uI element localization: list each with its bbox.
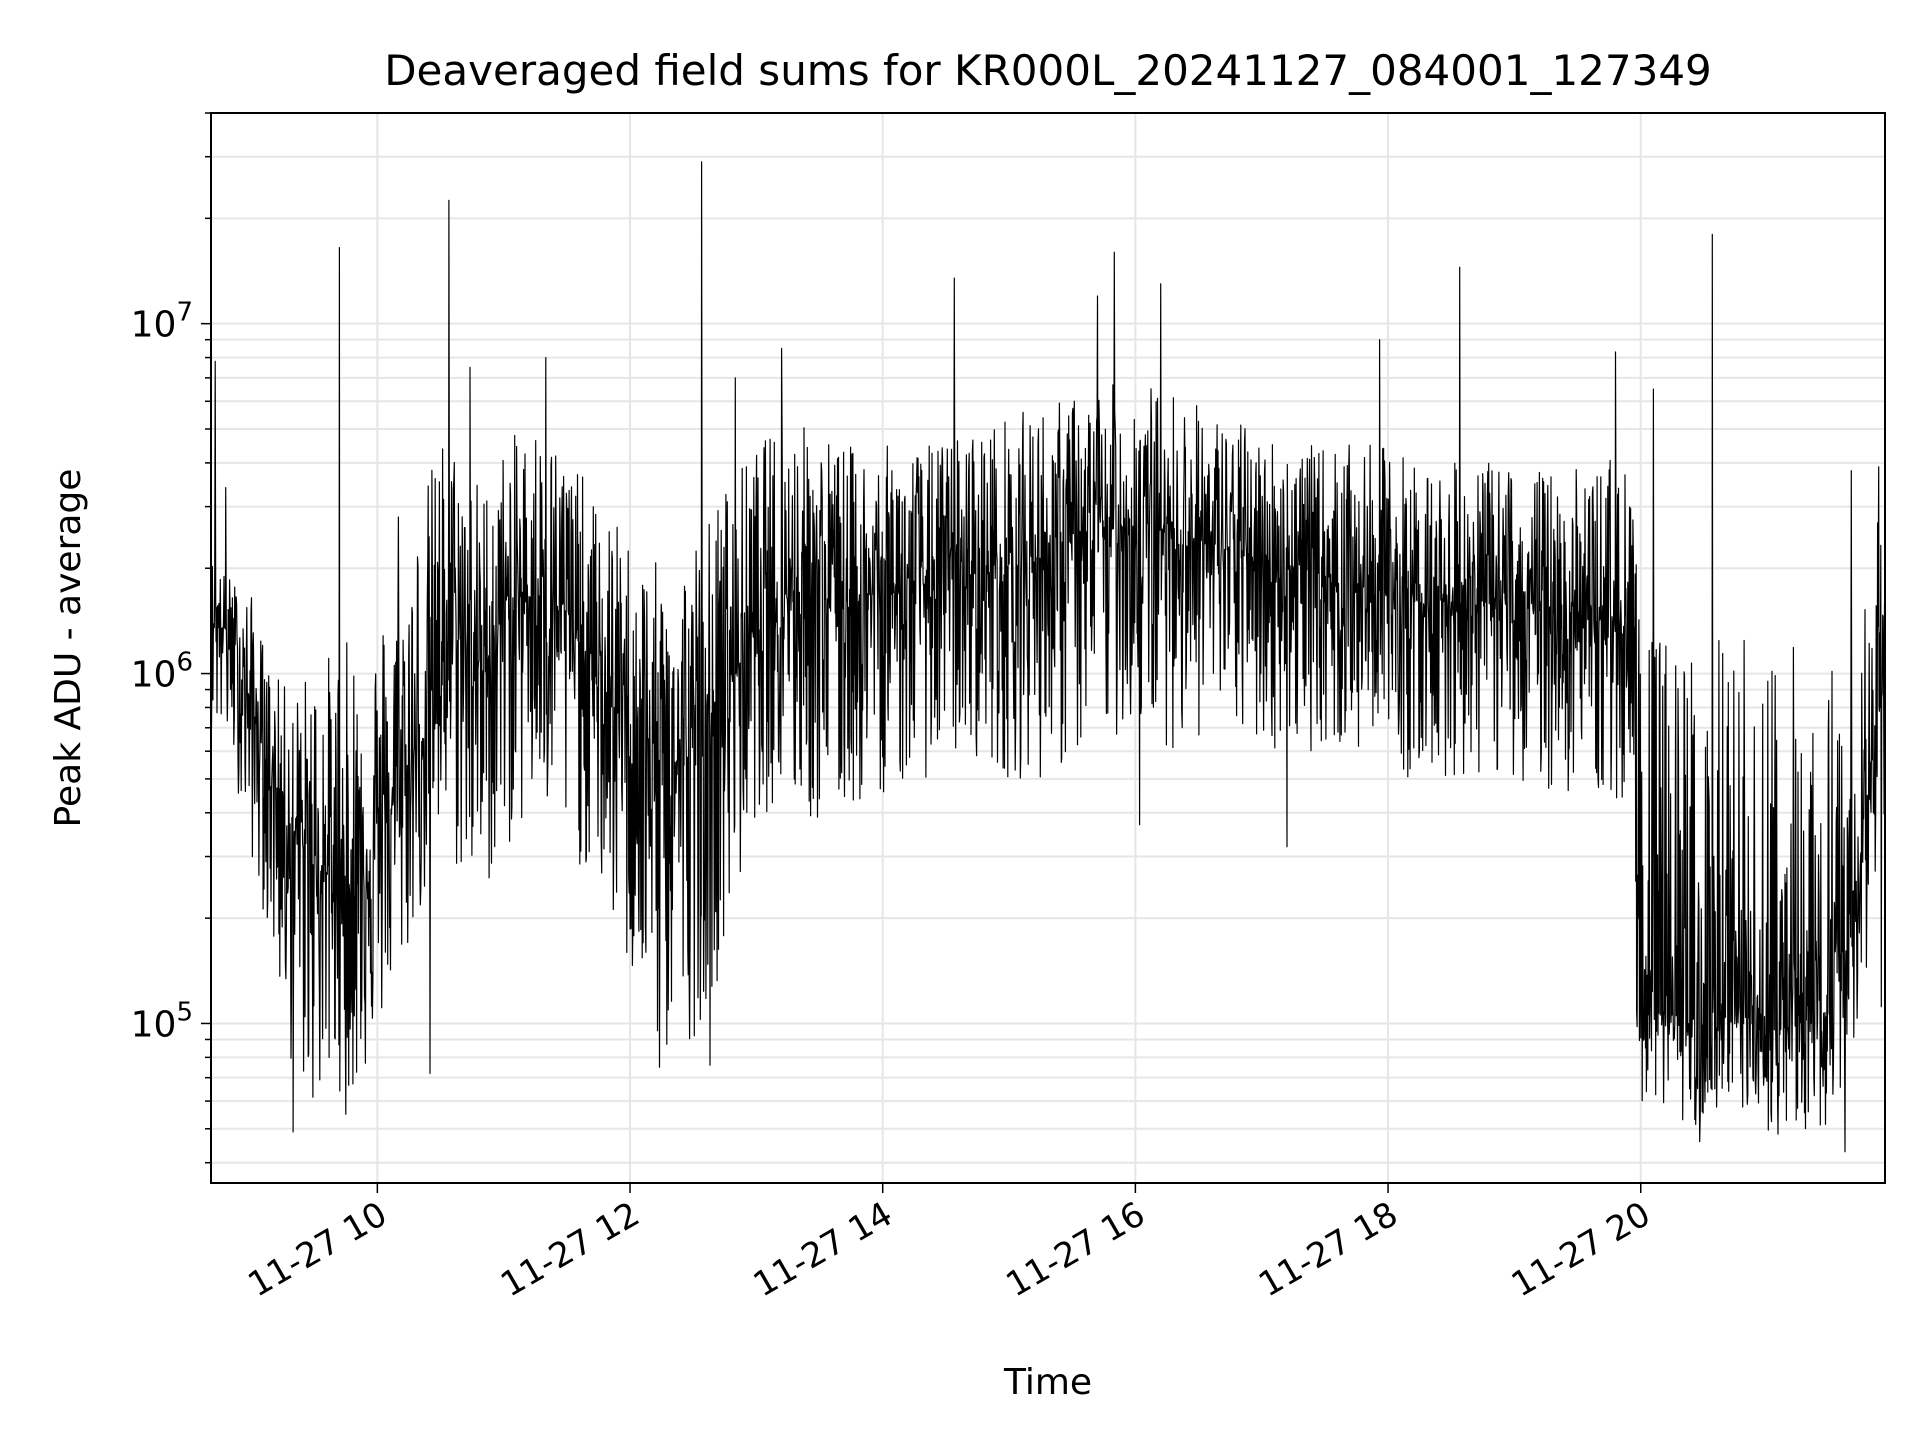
grid — [211, 112, 1885, 1183]
y-tick-label: 106 — [131, 648, 193, 696]
chart-title: Deaveraged field sums for KR000L_2024112… — [384, 46, 1712, 95]
y-axis-label: Peak ADU - average — [48, 469, 89, 828]
data-layer — [211, 161, 1885, 1153]
x-axis-label: Time — [1003, 1362, 1092, 1403]
series-line — [211, 161, 1885, 1153]
y-tick-label: 107 — [131, 298, 193, 346]
y-tick-label: 105 — [131, 997, 193, 1045]
axes-frame — [210, 112, 1886, 1184]
